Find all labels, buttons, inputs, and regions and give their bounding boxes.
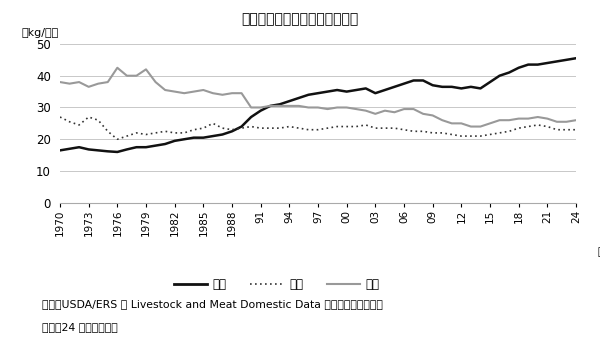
Text: 図２　一人当たりの食肉消費量: 図２ 一人当たりの食肉消費量 <box>241 12 359 26</box>
牛肉 <box>257 105 264 110</box>
牛肉 <box>56 80 64 84</box>
鶏肉 <box>524 63 532 67</box>
鶏肉 <box>190 136 197 140</box>
牛肉 <box>534 115 541 119</box>
豚肉 <box>563 128 570 132</box>
鶏肉 <box>114 150 121 154</box>
Line: 豚肉: 豚肉 <box>60 117 576 139</box>
牛肉 <box>572 118 580 122</box>
Text: （注）24 年は予測値。: （注）24 年は予測値。 <box>42 322 118 332</box>
Text: （年）: （年） <box>598 247 600 257</box>
Legend: 鶏肉, 豚肉, 牛肉: 鶏肉, 豚肉, 牛肉 <box>169 273 385 295</box>
豚肉 <box>161 129 169 133</box>
Line: 牛肉: 牛肉 <box>60 68 576 126</box>
鶏肉 <box>161 142 169 146</box>
豚肉 <box>123 134 130 138</box>
牛肉 <box>467 124 475 128</box>
牛肉 <box>161 88 169 92</box>
Text: （kg/人）: （kg/人） <box>22 28 59 38</box>
豚肉 <box>257 126 264 130</box>
牛肉 <box>190 90 197 94</box>
豚肉 <box>114 137 121 141</box>
鶏肉 <box>257 108 264 113</box>
鶏肉 <box>563 58 570 62</box>
牛肉 <box>114 66 121 70</box>
Line: 鶏肉: 鶏肉 <box>60 58 576 152</box>
豚肉 <box>524 124 532 128</box>
豚肉 <box>572 128 580 132</box>
牛肉 <box>123 74 130 78</box>
鶏肉 <box>123 147 130 151</box>
Text: 資料：USDA/ERS の Livestock and Meat Domestic Data を基に農中総研作成: 資料：USDA/ERS の Livestock and Meat Domesti… <box>42 299 383 309</box>
鶏肉 <box>56 148 64 152</box>
牛肉 <box>563 120 570 124</box>
豚肉 <box>190 128 197 132</box>
鶏肉 <box>572 56 580 60</box>
豚肉 <box>56 115 64 119</box>
